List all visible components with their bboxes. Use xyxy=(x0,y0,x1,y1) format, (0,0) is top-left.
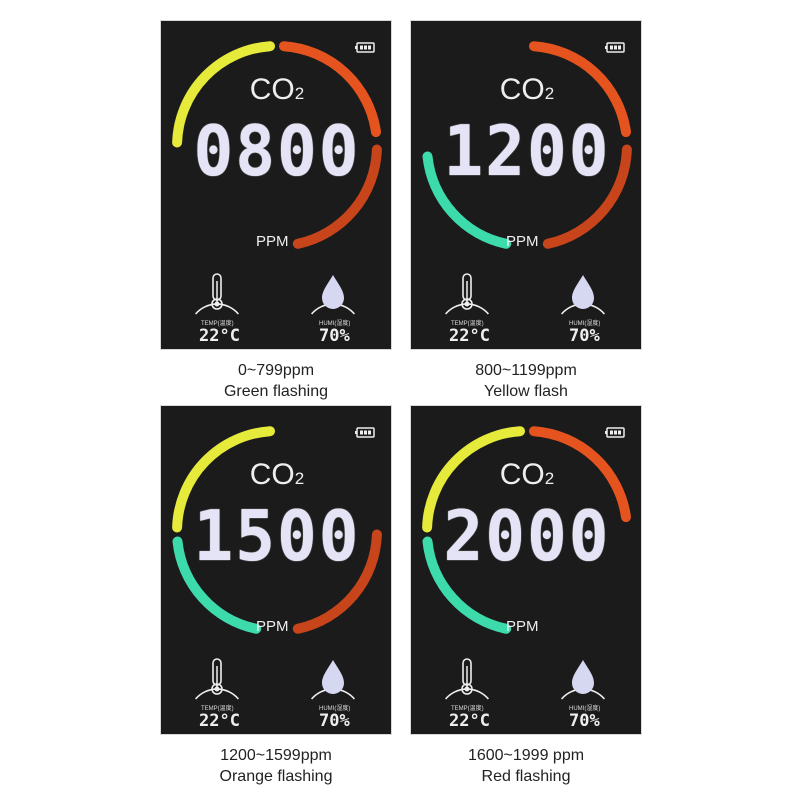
battery-icon xyxy=(355,42,375,53)
thermometer-icon xyxy=(461,273,473,310)
gauge-arc-yellow xyxy=(422,426,525,533)
thermometer-icon xyxy=(211,273,223,310)
gauge-arc-red xyxy=(292,529,382,634)
humi-label: HUMI(湿度) xyxy=(319,706,351,712)
gauge-arc-green xyxy=(422,151,512,249)
humi-label: HUMI(湿度) xyxy=(569,321,601,327)
caption-range: 800~1199ppm xyxy=(475,362,577,379)
co2-reading: 1500 xyxy=(193,496,361,577)
unit-label: PPM xyxy=(256,233,289,250)
droplet-icon xyxy=(572,660,594,694)
gauge-arc-green xyxy=(422,536,512,634)
humi-label: HUMI(湿度) xyxy=(569,706,601,712)
battery-icon xyxy=(355,427,375,438)
caption-state: Orange flashing xyxy=(219,768,333,785)
co2-label: CO2 xyxy=(249,458,305,491)
gauge-arc-red xyxy=(542,144,632,249)
battery-icon xyxy=(605,427,625,438)
co2-display-panel: CO2 1500 PPM TEMP(温度) HUMI(湿度) 22°C 70% xyxy=(160,405,392,735)
temp-label: TEMP(温度) xyxy=(451,706,484,712)
co2-display-panel: CO2 1200 PPM TEMP(温度) HUMI(湿度) 22°C 70% xyxy=(410,20,642,350)
temperature-value: 22°C xyxy=(199,326,240,346)
temp-label: TEMP(温度) xyxy=(201,321,234,327)
humidity-value: 70% xyxy=(319,326,350,346)
humidity-value: 70% xyxy=(569,711,600,731)
co2-display-panel: CO2 0800 PPM TEMP(温度) HUMI(湿度) 22°C 70% xyxy=(160,20,392,350)
droplet-icon xyxy=(322,275,344,309)
caption-state: Green flashing xyxy=(223,383,329,400)
caption-range: 0~799ppm xyxy=(237,362,315,379)
temperature-value: 22°C xyxy=(199,711,240,731)
gauge-arc-yellow xyxy=(172,426,275,533)
temperature-value: 22°C xyxy=(449,711,490,731)
co2-label: CO2 xyxy=(499,458,555,491)
humi-label: HUMI(湿度) xyxy=(319,321,351,327)
co2-display-panel: CO2 2000 PPM TEMP(温度) HUMI(湿度) 22°C 70% xyxy=(410,405,642,735)
gauge-arc-red xyxy=(292,144,382,249)
panel-caption: 1600~1999 ppm Red flashing xyxy=(396,745,656,787)
temp-label: TEMP(温度) xyxy=(451,321,484,327)
co2-reading: 1200 xyxy=(443,111,611,192)
battery-icon xyxy=(605,42,625,53)
unit-label: PPM xyxy=(256,618,289,635)
temp-label: TEMP(温度) xyxy=(201,706,234,712)
humidity-value: 70% xyxy=(319,711,350,731)
co2-reading: 2000 xyxy=(443,496,611,577)
gauge-arc-orange xyxy=(529,41,631,138)
unit-label: PPM xyxy=(506,618,539,635)
co2-label: CO2 xyxy=(499,73,555,106)
co2-reading: 0800 xyxy=(193,111,361,192)
droplet-icon xyxy=(572,275,594,309)
gauge-arc-green xyxy=(172,536,262,634)
droplet-icon xyxy=(322,660,344,694)
panel-caption: 800~1199ppm Yellow flash xyxy=(396,360,656,402)
co2-label: CO2 xyxy=(249,73,305,106)
unit-label: PPM xyxy=(506,233,539,250)
caption-range: 1200~1599ppm xyxy=(220,747,332,764)
panel-caption: 0~799ppm Green flashing xyxy=(146,360,406,402)
panel-caption: 1200~1599ppm Orange flashing xyxy=(146,745,406,787)
thermometer-icon xyxy=(211,658,223,695)
humidity-value: 70% xyxy=(569,326,600,346)
caption-state: Yellow flash xyxy=(484,383,568,400)
caption-range: 1600~1999 ppm xyxy=(467,747,585,764)
caption-state: Red flashing xyxy=(481,768,571,785)
gauge-arc-orange xyxy=(279,41,381,138)
gauge-arc-yellow xyxy=(172,41,275,148)
gauge-arc-orange xyxy=(529,426,631,523)
thermometer-icon xyxy=(461,658,473,695)
temperature-value: 22°C xyxy=(449,326,490,346)
